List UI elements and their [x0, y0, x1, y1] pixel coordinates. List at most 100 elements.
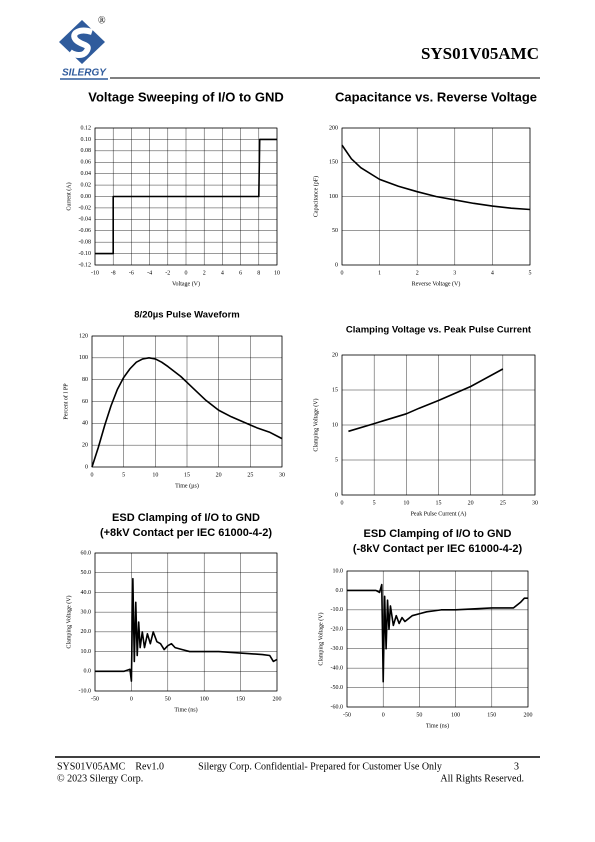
x-tick-label: 100: [200, 696, 209, 702]
x-tick-label: 3: [453, 270, 456, 276]
x-tick-label: 25: [247, 472, 253, 478]
logo-s: [68, 27, 93, 58]
registered: ®: [98, 15, 106, 26]
y-tick-label: 50: [332, 228, 338, 234]
x-tick-label: 6: [239, 270, 242, 276]
y-tick-label: 20: [332, 352, 338, 358]
y-axis-label: Percent of I PP: [62, 383, 69, 420]
x-tick-label: -6: [129, 270, 134, 276]
y-tick-label: 150: [329, 160, 338, 166]
x-tick-label: -8: [111, 270, 116, 276]
y-tick-label: 0.12: [81, 125, 92, 131]
y-tick-label: 0.02: [81, 182, 92, 188]
x-tick-label: 200: [524, 712, 533, 718]
y-tick-label: 120: [79, 333, 88, 339]
chart-title: Voltage Sweeping of I/O to GND: [88, 89, 284, 104]
chart-title: 8/20µs Pulse Waveform: [134, 310, 239, 321]
x-axis-label: Time (ns): [426, 722, 449, 729]
x-tick-label: 8: [257, 270, 260, 276]
y-tick-label: 20.0: [81, 629, 92, 635]
x-tick-label: 2: [416, 270, 419, 276]
x-tick-label: 25: [500, 500, 506, 506]
y-tick-label: -0.04: [79, 217, 92, 223]
y-tick-label: 0: [335, 262, 338, 268]
x-tick-label: 0: [341, 270, 344, 276]
y-tick-label: 80: [82, 377, 88, 383]
y-tick-label: 60: [82, 399, 88, 405]
x-tick-label: 50: [416, 712, 422, 718]
y-tick-label: 0.06: [81, 160, 92, 166]
x-tick-label: -50: [343, 712, 351, 718]
y-tick-label: -60.0: [331, 704, 344, 710]
data-line: [95, 577, 278, 682]
plot-frame: [94, 552, 278, 692]
x-tick-label: 150: [487, 712, 496, 718]
y-tick-label: 15: [332, 387, 338, 393]
y-axis-label: Clamping Voltage (V): [65, 595, 72, 648]
y-tick-label: 0.08: [81, 148, 92, 154]
x-tick-label: 0: [382, 712, 385, 718]
x-tick-label: 10: [152, 472, 158, 478]
footer-left: SYS01V05AMC Rev1.0: [57, 761, 164, 772]
y-tick-label: -10.0: [79, 688, 92, 694]
x-tick-label: 10: [274, 270, 280, 276]
data-line: [347, 583, 528, 683]
y-axis-label: Capacitance (pF): [312, 176, 319, 217]
x-axis-label: Reverse Voltage (V): [412, 280, 461, 287]
x-tick-label: 50: [165, 696, 171, 702]
y-tick-label: -30.0: [331, 646, 344, 652]
logo: SILERGY ®: [59, 15, 108, 80]
x-tick-label: 2: [203, 270, 206, 276]
y-tick-label: 0: [85, 464, 88, 470]
x-tick-label: -50: [91, 696, 99, 702]
chart-subtitle: (-8kV Contact per IEC 61000-4-2): [353, 543, 523, 555]
y-tick-label: 0: [335, 492, 338, 498]
y-tick-label: 0.10: [81, 137, 92, 143]
x-tick-label: 30: [532, 500, 538, 506]
y-tick-label: 100: [79, 355, 88, 361]
y-tick-label: 200: [329, 125, 338, 131]
y-tick-label: 10: [332, 422, 338, 428]
y-tick-label: 60.0: [81, 550, 92, 556]
x-tick-label: -4: [147, 270, 152, 276]
y-tick-label: 0.0: [84, 669, 92, 675]
x-tick-label: 150: [236, 696, 245, 702]
x-tick-label: 1: [378, 270, 381, 276]
x-tick-label: 200: [273, 696, 282, 702]
y-tick-label: -0.12: [79, 262, 92, 268]
y-tick-label: 0.04: [81, 171, 92, 177]
y-tick-label: -20.0: [331, 627, 344, 633]
data-line: [91, 357, 283, 468]
x-tick-label: 4: [221, 270, 224, 276]
x-axis-label: Peak Pulse Current (A): [411, 510, 467, 517]
y-tick-label: -0.08: [79, 240, 92, 246]
y-tick-label: -0.10: [79, 251, 92, 257]
x-tick-label: 30: [279, 472, 285, 478]
x-tick-label: 5: [529, 270, 532, 276]
data-line: [95, 138, 277, 255]
x-tick-label: 15: [184, 472, 190, 478]
y-tick-label: 100: [329, 194, 338, 200]
y-axis-label: Current (A): [65, 182, 72, 210]
x-tick-label: 15: [436, 500, 442, 506]
x-tick-label: -2: [165, 270, 170, 276]
y-tick-label: 0.0: [336, 588, 344, 594]
chart-title: ESD Clamping of I/O to GND: [364, 528, 512, 540]
y-tick-label: -40.0: [331, 666, 344, 672]
footer-copyright: © 2023 Silergy Corp.: [57, 773, 143, 784]
y-tick-label: 50.0: [81, 570, 92, 576]
x-tick-label: 0: [91, 472, 94, 478]
y-tick-label: -0.06: [79, 228, 92, 234]
x-axis-label: Time (ns): [174, 706, 197, 713]
x-tick-label: 20: [216, 472, 222, 478]
part-number: SYS01V05AMC: [421, 44, 539, 63]
data-line: [348, 368, 504, 433]
x-tick-label: 10: [403, 500, 409, 506]
y-tick-label: 10.0: [333, 568, 344, 574]
y-tick-label: 30.0: [81, 610, 92, 616]
x-axis-label: Time (µs): [175, 482, 199, 489]
y-axis-label: Clamping Voltage (V): [317, 612, 324, 665]
x-tick-label: 0: [185, 270, 188, 276]
y-tick-label: 20: [82, 443, 88, 449]
